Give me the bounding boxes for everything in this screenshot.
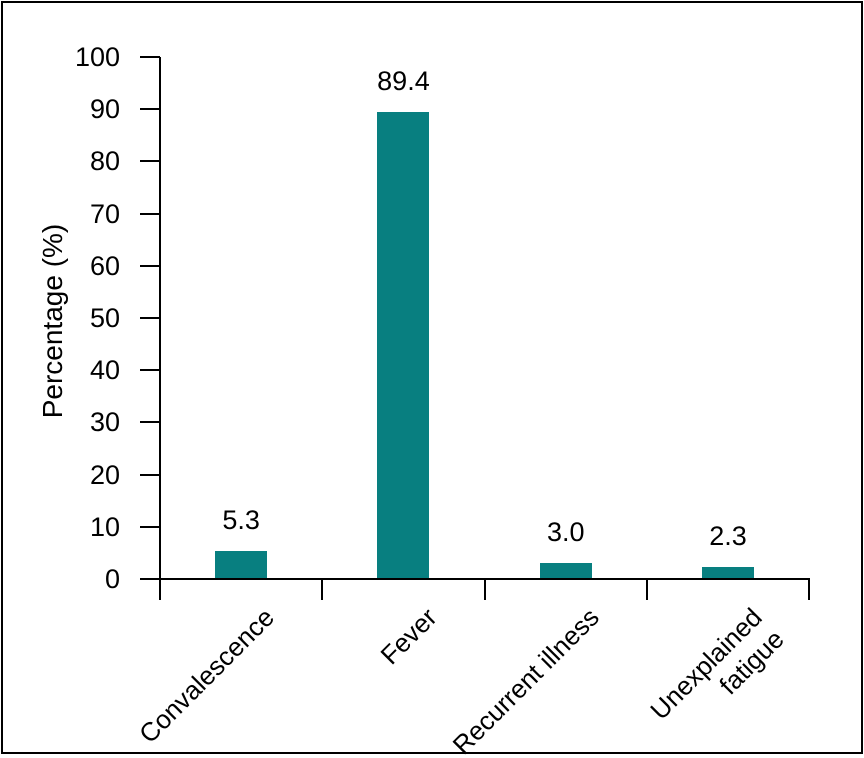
x-axis-line xyxy=(159,578,811,580)
y-tick-label: 80 xyxy=(89,146,120,177)
y-tick-mark xyxy=(140,160,160,163)
y-axis-line xyxy=(159,57,161,581)
x-tick-mark xyxy=(808,579,811,600)
x-tick-mark xyxy=(645,579,648,600)
y-tick-label: 50 xyxy=(89,303,120,333)
y-tick-label: 90 xyxy=(89,94,120,125)
y-tick-label: 30 xyxy=(89,407,120,438)
x-tick-mark xyxy=(483,579,486,600)
y-tick-mark xyxy=(140,525,160,528)
y-tick-label: 20 xyxy=(89,459,120,490)
y-tick-label: 100 xyxy=(74,42,120,72)
y-tick-mark xyxy=(140,317,160,319)
bar-recurrent-illness xyxy=(539,563,592,579)
y-tick-mark xyxy=(140,56,160,58)
y-tick-mark xyxy=(140,421,160,424)
y-tick-label: 10 xyxy=(89,511,120,542)
bar-convalescence xyxy=(215,551,268,579)
y-axis-title: Percentage (%) xyxy=(37,223,68,419)
y-tick-mark xyxy=(140,212,160,215)
bar-value-label-fever: 89.4 xyxy=(377,66,430,97)
y-tick-mark xyxy=(140,369,160,372)
x-tick-mark xyxy=(321,579,324,600)
bar-value-label-unexplained-fatigue: 2.3 xyxy=(709,520,747,551)
y-tick-mark xyxy=(140,473,160,476)
y-tick-mark xyxy=(140,578,160,580)
bar-value-label-convalescence: 5.3 xyxy=(222,505,260,536)
bar-fever xyxy=(377,112,430,579)
y-tick-mark xyxy=(140,264,160,267)
y-tick-label: 0 xyxy=(104,564,120,594)
bar-unexplained-fatigue xyxy=(702,566,755,579)
x-tick-mark xyxy=(159,579,161,600)
y-tick-label: 60 xyxy=(89,250,120,281)
y-tick-label: 70 xyxy=(89,198,120,229)
bar-value-label-recurrent-illness: 3.0 xyxy=(546,517,585,548)
y-tick-mark xyxy=(140,108,160,111)
y-tick-label: 40 xyxy=(89,355,120,386)
